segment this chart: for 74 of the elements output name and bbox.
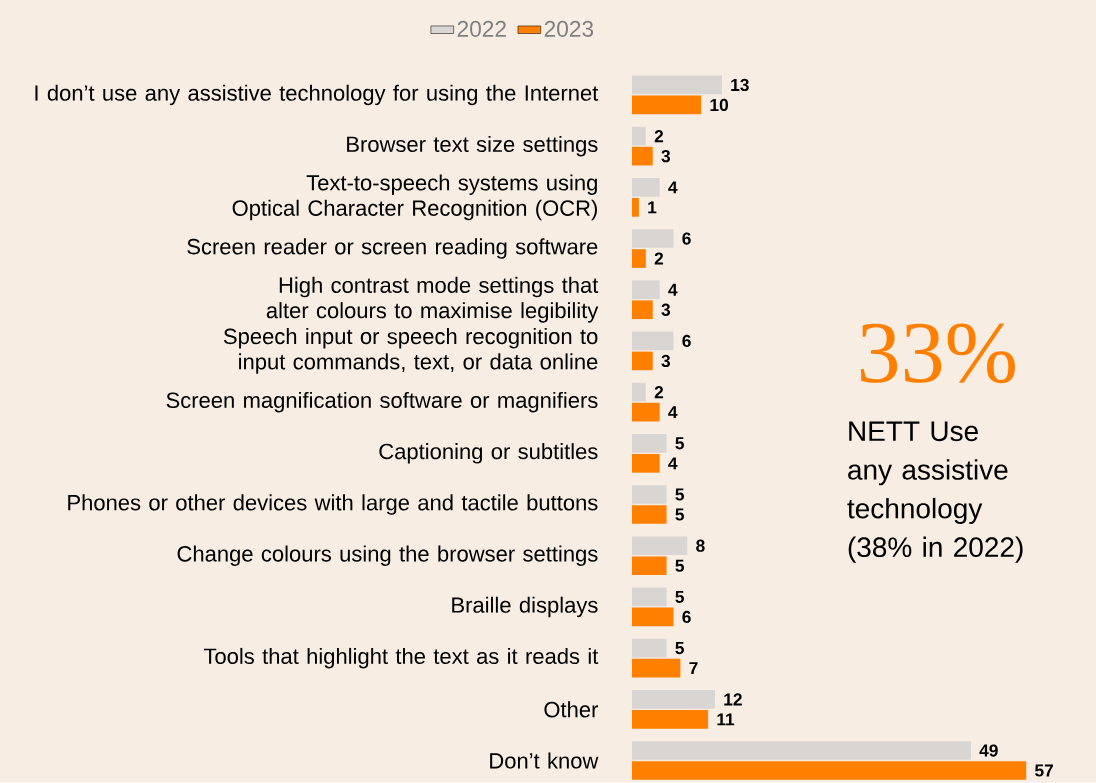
bar [632, 658, 681, 678]
data-label: 5 [675, 508, 684, 521]
data-label: 2 [654, 130, 664, 143]
y-tick-label: Screen reader or screen reading software [187, 238, 598, 259]
bar [632, 229, 674, 249]
data-label: 57 [1035, 764, 1053, 777]
bar [632, 607, 674, 627]
bar [632, 761, 1027, 781]
data-label: 8 [696, 539, 705, 553]
bar [632, 126, 646, 146]
bar [632, 198, 639, 217]
y-tick-label: Don’t know [490, 752, 599, 769]
bar [632, 741, 971, 761]
data-label: 2 [654, 386, 664, 399]
data-label: 12 [724, 693, 742, 706]
data-label: 3 [661, 150, 671, 163]
bar [632, 505, 667, 525]
bar [632, 587, 667, 607]
bar [632, 300, 653, 320]
y-tick-label: Browser text size settings [347, 136, 598, 157]
y-tick-label: Captioning or subtitles [379, 443, 598, 464]
data-label: 10 [710, 98, 728, 112]
bar [632, 351, 653, 371]
annotation: 33% [860, 323, 1015, 384]
data-label: 11 [717, 713, 735, 726]
data-label: 13 [731, 78, 749, 92]
bar [632, 690, 715, 709]
bar [632, 710, 709, 729]
legend-label: 2022 [457, 20, 506, 38]
data-label: 2 [654, 252, 664, 265]
data-label: 7 [689, 662, 698, 675]
y-tick-label: Other [544, 701, 599, 718]
bar [632, 382, 646, 402]
data-label: 4 [668, 457, 678, 470]
data-label: 4 [668, 283, 678, 296]
data-label: 5 [675, 559, 684, 572]
data-label: 3 [661, 303, 671, 317]
data-label: 6 [682, 610, 691, 624]
bar [632, 638, 667, 658]
data-label: 1 [648, 201, 657, 214]
y-tick-label: Speech input or speech recognition to input commands, text, or data online [223, 328, 598, 375]
y-tick-label: Braille displays [452, 596, 598, 618]
data-label: 5 [675, 488, 684, 501]
data-label: 4 [668, 406, 678, 419]
data-label: 5 [675, 437, 684, 450]
bar [632, 536, 688, 556]
y-tick-label: Change colours using the browser settings [177, 545, 598, 567]
bar [632, 454, 660, 473]
legend-label: 2023 [544, 20, 594, 38]
y-tick-label: I don’t use any assistive technology for using the Internet [35, 84, 599, 106]
bar [632, 249, 646, 269]
data-label: 3 [661, 354, 671, 368]
data-label: 5 [675, 591, 684, 604]
data-label: 49 [979, 744, 998, 757]
bar [632, 280, 660, 300]
y-tick-label: High contrast mode settings that alter colours to maximise legibility [266, 276, 599, 323]
bar [632, 556, 667, 576]
annotation: NETT Use any assistive technology (38% in 2022) [847, 421, 1023, 563]
bar [632, 178, 660, 197]
data-label: 4 [668, 181, 678, 194]
y-tick-label: Text-to-speech systems using Optical Character Recognition (OCR) [232, 174, 597, 221]
y-tick-label: Phones or other devices with large and tactile buttons [68, 494, 598, 515]
y-tick-label: Screen magnification software or magnifiers [166, 392, 598, 413]
data-label: 6 [682, 232, 691, 245]
bar [632, 331, 674, 351]
bar [632, 402, 660, 422]
bar [632, 434, 667, 453]
bar [632, 146, 653, 166]
data-label: 5 [675, 642, 684, 655]
bar [632, 485, 667, 505]
data-label: 6 [682, 334, 691, 348]
y-tick-label: Tools that highlight the text as it reads it [203, 648, 599, 669]
bar [632, 75, 722, 95]
bar [632, 95, 702, 115]
